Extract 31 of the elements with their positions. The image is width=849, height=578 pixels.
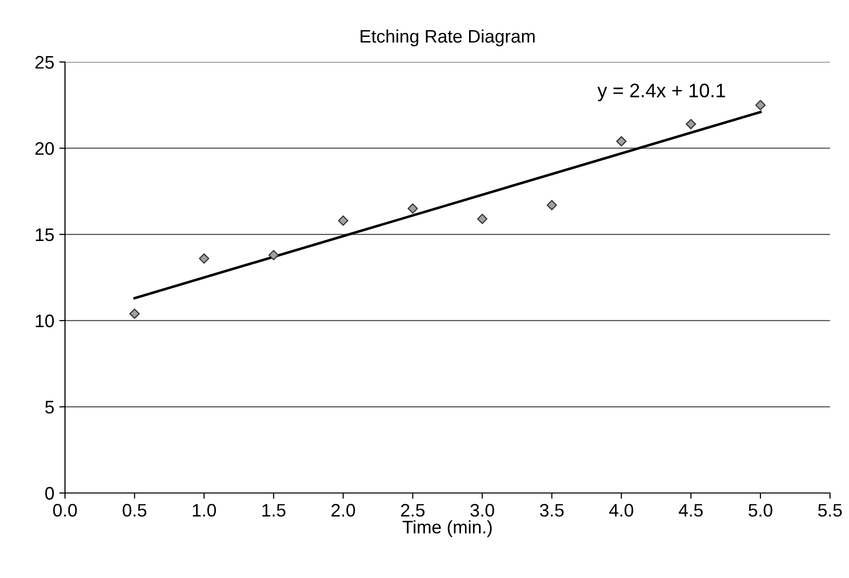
point [198,253,210,264]
point [408,203,418,214]
y-tick-label: 10 [36,314,54,328]
x-tick-label: 3.0 [470,504,494,517]
y-tick-label: 25 [35,56,54,69]
point [477,214,488,224]
point [546,200,557,210]
point [268,250,279,260]
y-tick-label: 20 [35,142,54,155]
point [338,215,348,226]
point [755,100,766,110]
x-tick-label: 1.0 [192,504,216,517]
x-tick-label: 5.5 [818,504,842,517]
x-axis-title: Time (min.) [402,520,492,538]
x-tick-label: 2.5 [401,504,425,517]
y-tick-label: 5 [45,400,54,414]
y-tick-label: 0 [45,486,54,500]
x-tick-label: 0.0 [53,504,77,517]
point [616,136,627,146]
x-tick-label: 4.0 [609,504,634,517]
point [129,308,140,319]
annotation: y = 2.4x + 10.1 [597,84,726,102]
chart-title: Etching Rate Diagram [360,29,535,46]
x-tick-label: 1.5 [262,504,286,517]
y-tick-label: 15 [36,228,54,242]
x-tick-label: 4.5 [678,504,703,517]
x-tick-label: 5.0 [748,504,772,517]
x-tick-label: 3.5 [540,504,564,517]
x-tick-label: 2.0 [332,504,356,517]
point [686,118,696,130]
x-tick-label: 0.5 [122,504,146,517]
